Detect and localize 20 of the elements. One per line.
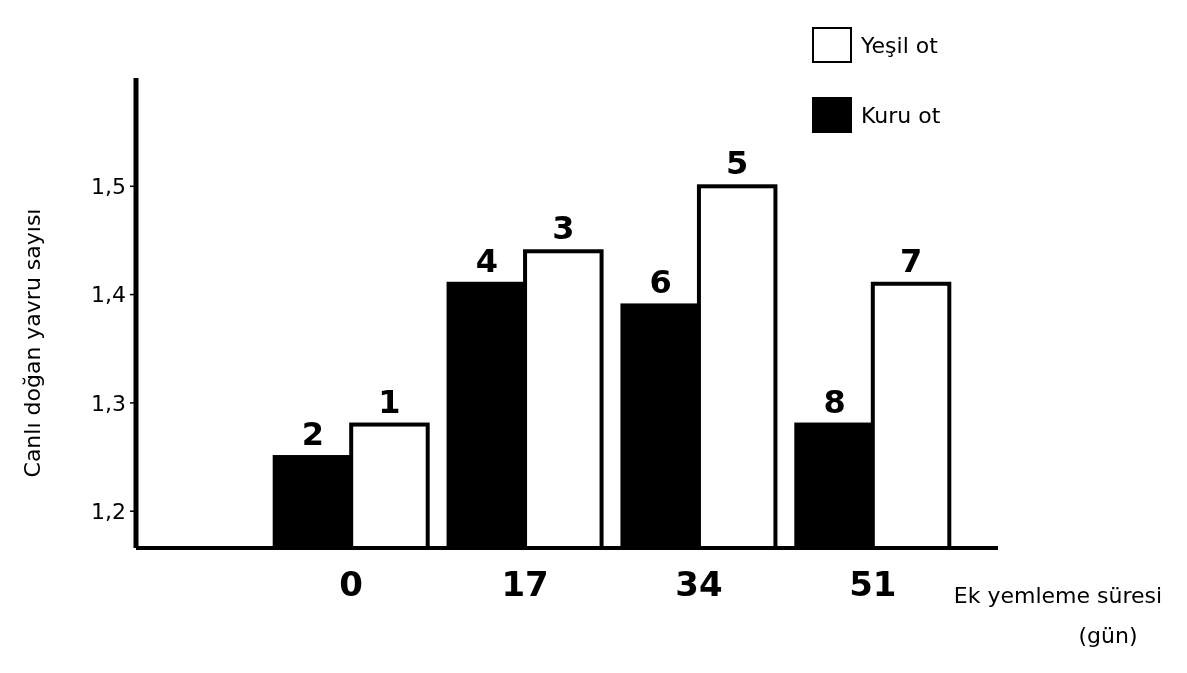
y-tick-label: 1,5 [91, 173, 126, 199]
annotation: 7 [899, 241, 923, 280]
annotation: 1 [378, 382, 401, 421]
y-axis-title: Canlı doğan yavru sayısı [20, 208, 45, 478]
x-tick-label: 0 [339, 564, 364, 604]
y-tick-label: 1,3 [91, 390, 126, 416]
x-tick-label: 51 [849, 564, 897, 604]
annotation: 5 [726, 144, 749, 183]
annotation: 6 [649, 263, 672, 302]
legend-label: Yeşil ot [860, 32, 939, 58]
legend-label: Kuru ot [861, 102, 941, 128]
x-axis-title: Ek yemleme süresi (gün) [953, 583, 1163, 648]
y-tick-label: 1,4 [91, 282, 126, 308]
annotation: 2 [301, 415, 325, 454]
x-tick-label: 34 [675, 564, 723, 604]
x-tick-label: 17 [501, 564, 549, 604]
annotation: 8 [823, 382, 846, 421]
y-tick-label: 1,2 [91, 498, 126, 524]
annotation: 4 [475, 241, 498, 280]
annotation: 3 [552, 209, 575, 248]
